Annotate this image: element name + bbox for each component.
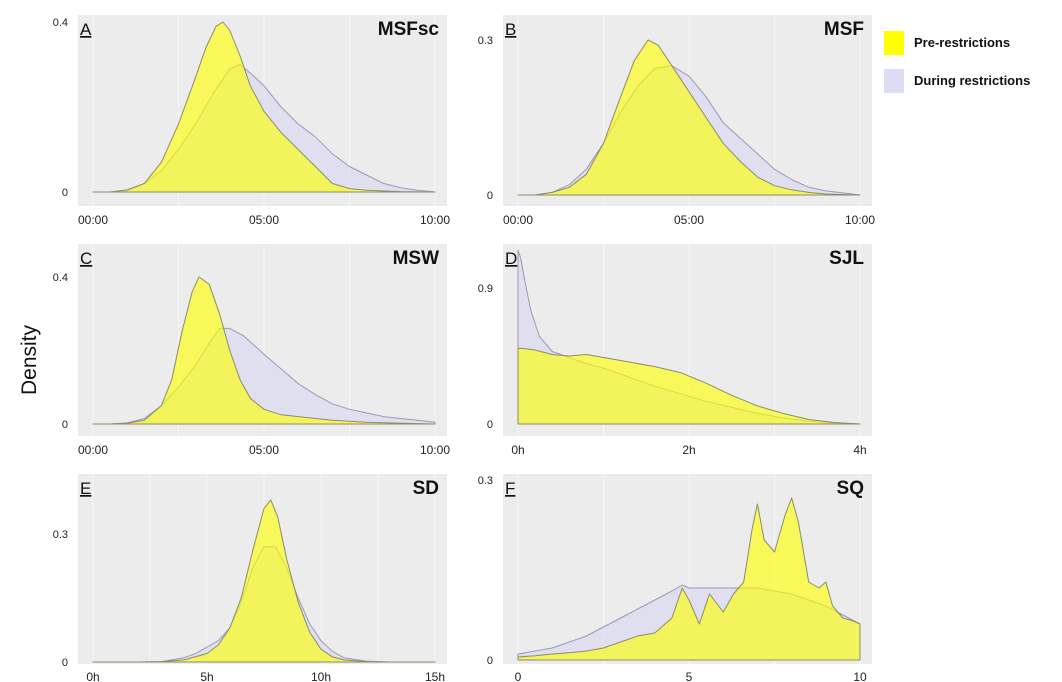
y-tick-label: 0 — [487, 419, 493, 431]
panel-letter: D — [505, 249, 517, 268]
x-tick-label: 0h — [86, 670, 99, 682]
y-tick-label: 0.3 — [53, 529, 68, 541]
x-tick-label: 05:00 — [674, 213, 704, 227]
x-tick-label: 00:00 — [78, 213, 108, 227]
panel-d: 0h 2h 4h 0 0.9 D SJL — [478, 244, 872, 457]
panel-f: 0 5 10 0 0.3 F SQ — [478, 474, 872, 682]
panel-title: SD — [413, 478, 439, 499]
y-tick-label: 0.4 — [53, 272, 68, 284]
x-tick-label: 0h — [511, 443, 524, 457]
legend-label-during: During restrictions — [914, 73, 1030, 88]
y-tick-label: 0 — [62, 419, 68, 431]
x-tick-label: 10:00 — [420, 213, 450, 227]
panel-letter: F — [505, 479, 515, 498]
panel-title: SJL — [829, 248, 864, 269]
y-tick-label: 0 — [487, 190, 493, 202]
panel-letter: E — [80, 479, 91, 498]
legend-label-pre: Pre-restrictions — [914, 35, 1010, 50]
series-pre-restrictions-area — [517, 347, 861, 425]
x-tick-label: 2h — [682, 443, 695, 457]
y-tick-label: 0 — [62, 187, 68, 199]
panel-e: 0h 5h 10h 15h 0 0.3 E SD — [53, 474, 447, 682]
legend: Pre-restrictions During restrictions — [884, 31, 1030, 93]
x-tick-label: 0 — [515, 670, 522, 682]
x-tick-label: 05:00 — [249, 443, 279, 457]
panel-title: MSW — [393, 248, 440, 269]
y-tick-label: 0.4 — [53, 17, 68, 29]
panel-title: MSFsc — [378, 19, 440, 40]
y-tick-label: 0.3 — [478, 475, 493, 487]
x-tick-label: 5h — [200, 670, 213, 682]
series-pre-restrictions-area — [517, 39, 861, 196]
y-axis-label: Density — [18, 324, 41, 395]
x-tick-label: 4h — [853, 443, 866, 457]
panel-letter: A — [80, 20, 92, 39]
panels: 00:00 05:00 10:00 0 0.4 A MSFsc 00:00 05:00 10:00… — [53, 15, 875, 682]
y-tick-label: 0 — [62, 657, 68, 669]
legend-swatch-during — [884, 69, 904, 93]
series-pre-restrictions-area — [517, 497, 861, 661]
y-tick-label: 0.9 — [478, 283, 493, 295]
y-tick-label: 0 — [487, 655, 493, 667]
panel-b: 00:00 05:00 10:00 0 0.3 B MSF — [478, 15, 875, 227]
series-pre-restrictions-area — [92, 499, 436, 663]
y-tick-label: 0.3 — [478, 35, 493, 47]
panel-c: 00:00 05:00 10:00 0 0.4 C MSW — [53, 244, 450, 457]
x-tick-label: 10:00 — [420, 443, 450, 457]
x-tick-label: 10h — [311, 670, 331, 682]
legend-swatch-pre — [884, 31, 904, 55]
x-tick-label: 10:00 — [845, 213, 875, 227]
panel-title: SQ — [837, 478, 864, 499]
panel-a: 00:00 05:00 10:00 0 0.4 A MSFsc — [53, 15, 450, 227]
series-pre-restrictions-area — [92, 21, 436, 193]
panel-title: MSF — [824, 19, 864, 40]
panel-letter: C — [80, 249, 92, 268]
x-tick-label: 05:00 — [249, 213, 279, 227]
x-tick-label: 00:00 — [503, 213, 533, 227]
panel-letter: B — [505, 20, 516, 39]
series-pre-restrictions-area — [92, 276, 436, 425]
x-tick-label: 00:00 — [78, 443, 108, 457]
x-tick-label: 5 — [686, 670, 693, 682]
x-tick-label: 10 — [853, 670, 867, 682]
x-tick-label: 15h — [425, 670, 445, 682]
